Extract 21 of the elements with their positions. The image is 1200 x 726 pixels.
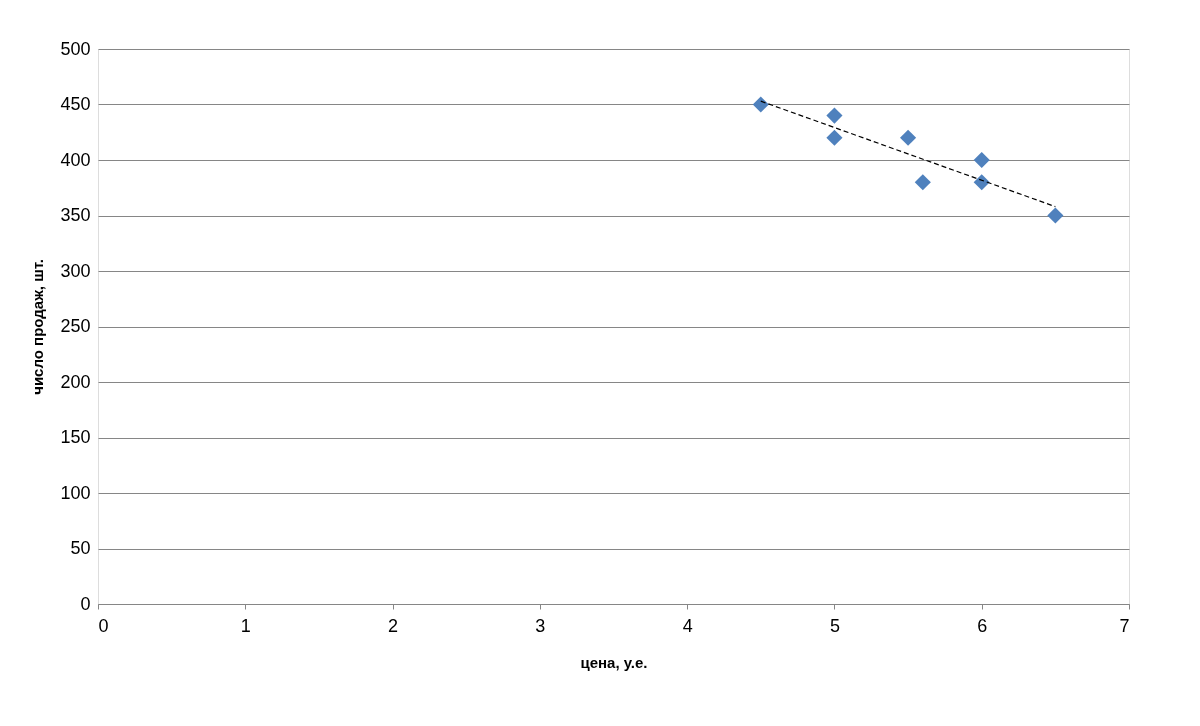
x-tick-label: 5 — [829, 615, 840, 636]
y-tick-label: 250 — [60, 316, 91, 336]
y-axis-title: число продаж, шт. — [29, 259, 47, 395]
y-tick-label: 100 — [60, 482, 91, 503]
y-tick-label: 200 — [60, 371, 91, 392]
y-tick-label: 400 — [60, 149, 91, 170]
x-tick-label: 4 — [682, 615, 693, 636]
x-axis-title: цена, у.е. — [580, 653, 648, 671]
y-tick-label: 300 — [60, 260, 91, 281]
y-tick-label: 450 — [60, 94, 91, 114]
x-tick-label: 1 — [240, 615, 251, 636]
x-tick-label: 6 — [977, 615, 988, 636]
y-tick-label: 500 — [60, 38, 91, 59]
y-tick-label: 150 — [60, 427, 91, 447]
x-tick-label: 7 — [1119, 615, 1130, 636]
x-tick-label: 2 — [388, 615, 399, 636]
x-tick-label: 0 — [98, 615, 109, 636]
y-tick-label: 350 — [60, 205, 91, 225]
y-tick-label: 0 — [80, 593, 91, 614]
y-tick-label: 50 — [70, 538, 91, 558]
x-tick-label: 3 — [535, 615, 546, 636]
